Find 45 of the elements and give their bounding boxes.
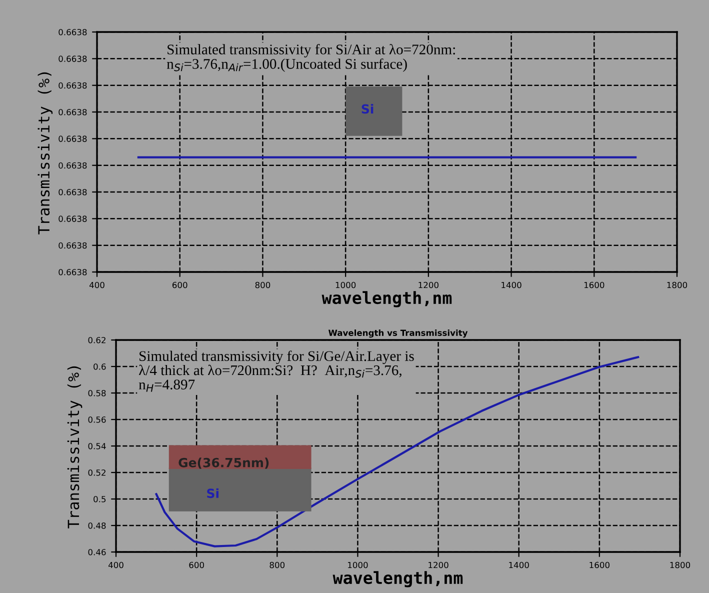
x-tick-label: 1800 bbox=[670, 562, 690, 568]
x-tick-label: 1200 bbox=[428, 562, 448, 568]
x-tick-label: 400 bbox=[108, 562, 124, 568]
text: Simulated transmissivity for Si/Ge/Air.Layer is λ/4 thick at λo=720nm:Si? H? Air,n$_{Si}$=3.76, n$_{H}$=4.897 bbox=[138, 350, 414, 392]
y-axis-title: Transmissivity (%) bbox=[67, 366, 82, 528]
x-tick-label: 1800 bbox=[667, 282, 688, 288]
y-tick-label: 0.6638 bbox=[58, 56, 87, 62]
y-tick-label: 0.6638 bbox=[58, 216, 87, 222]
y-tick-label: 0.62 bbox=[88, 336, 106, 344]
y-tick-label: 0.58 bbox=[88, 390, 106, 396]
annotation: Si bbox=[362, 104, 374, 114]
y-tick-label: 0.6638 bbox=[58, 82, 87, 89]
x-tick-label: 1400 bbox=[509, 562, 529, 568]
y-tick-label: 0.48 bbox=[88, 522, 106, 529]
y-tick-label: 0.46 bbox=[88, 548, 106, 556]
x-axis-title: wavelength,nm bbox=[322, 291, 452, 308]
y-tick-label: 0.56 bbox=[88, 416, 106, 423]
annotation: Ge(36.75nm) bbox=[178, 458, 269, 469]
x-tick-label: 400 bbox=[89, 282, 104, 288]
x-tick-label: 1000 bbox=[348, 562, 368, 568]
x-axis-title: wavelength,nm bbox=[332, 571, 463, 588]
x-tick-label: 800 bbox=[270, 562, 285, 568]
y-tick-label: 0.6638 bbox=[58, 188, 87, 196]
y-tick-label: 0.6638 bbox=[58, 162, 87, 169]
y-tick-label: 0.52 bbox=[88, 469, 106, 476]
y-tick-label: 0.6638 bbox=[58, 268, 87, 276]
y-tick-label: 0.6638 bbox=[58, 28, 87, 36]
x-tick-label: 800 bbox=[255, 282, 270, 288]
x-tick-label: 1200 bbox=[418, 282, 438, 288]
chart-title: Wavelength vs Transmissivity bbox=[328, 330, 468, 338]
annotation: Simulated transmissivity for Si/Air at λo=720nm: n$_{Si}$=3.76,n$_{Air}$=1.00.(Uncoated Si surface) bbox=[166, 44, 455, 72]
x-tick-label: 1600 bbox=[590, 562, 610, 568]
x-tick-label: 1400 bbox=[502, 282, 522, 288]
x-tick-label: 600 bbox=[172, 282, 188, 288]
y-tick-label: 0.6638 bbox=[58, 108, 87, 116]
x-tick-label: 600 bbox=[189, 562, 204, 568]
x-tick-label: 1600 bbox=[584, 282, 604, 288]
y-tick-label: 0.6638 bbox=[58, 136, 87, 142]
y-tick-label: 0.6638 bbox=[58, 242, 87, 249]
y-tick-label: 0.6 bbox=[94, 363, 106, 370]
annotation: Si bbox=[207, 488, 218, 498]
y-tick-label: 0.54 bbox=[88, 442, 106, 450]
y-tick-label: 0.5 bbox=[94, 496, 106, 502]
x-tick-label: 1000 bbox=[336, 282, 356, 288]
y-axis-title: Transmissivity (%) bbox=[38, 72, 53, 234]
